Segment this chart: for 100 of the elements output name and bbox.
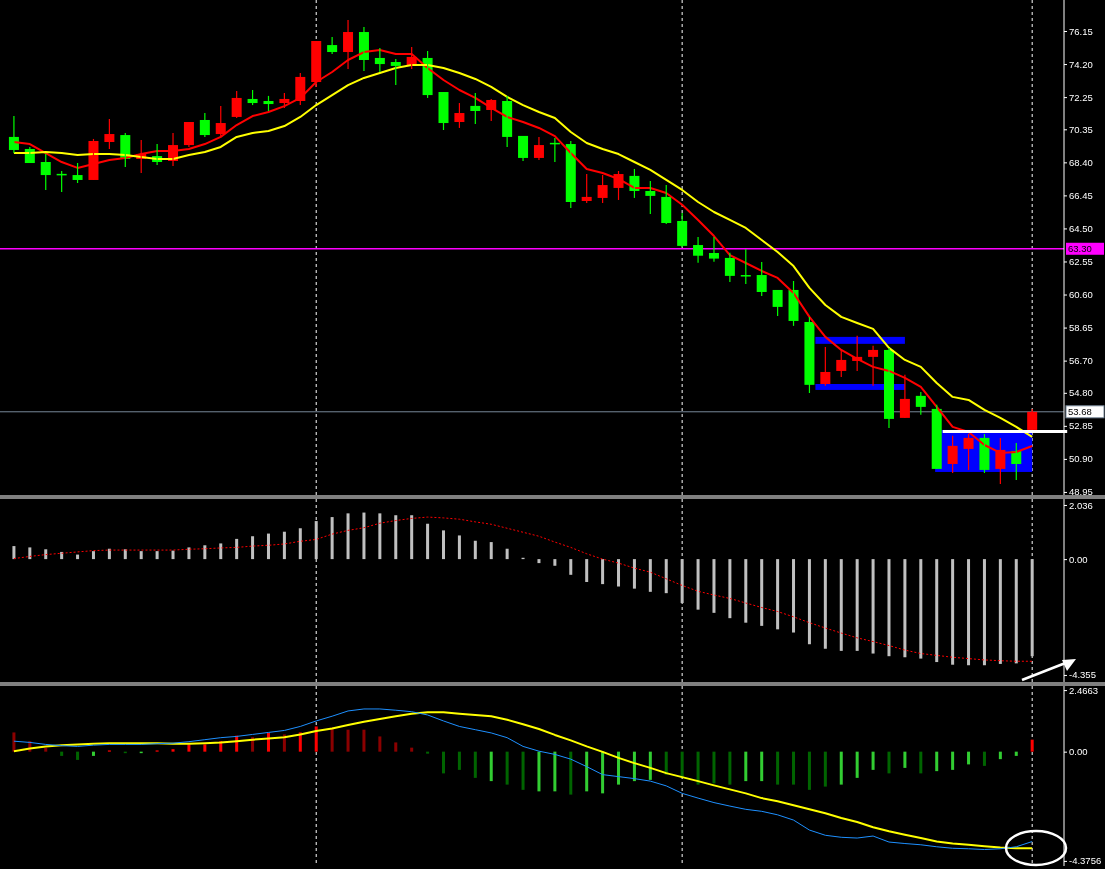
- y-tick-label: 52.85: [1069, 420, 1093, 432]
- bar: [680, 559, 684, 603]
- bar: [982, 559, 986, 666]
- candlestick: [40, 153, 51, 191]
- candlestick: [677, 212, 688, 248]
- bar: [219, 543, 223, 560]
- y-tick-label: 72.25: [1069, 91, 1093, 103]
- bar: [473, 540, 477, 560]
- bar: [60, 751, 64, 756]
- bar: [426, 523, 430, 560]
- bar: [91, 551, 95, 560]
- bar: [346, 513, 350, 560]
- bar: [235, 538, 239, 560]
- y-tick-label: 74.20: [1069, 58, 1093, 70]
- y-tick-label: 64.50: [1069, 222, 1093, 234]
- bar: [951, 559, 955, 665]
- y-tick-label: 62.55: [1069, 256, 1093, 268]
- y-tick-label: -4.3756: [1069, 855, 1102, 867]
- candlestick: [104, 118, 115, 150]
- bar: [330, 517, 334, 560]
- bar: [505, 548, 509, 560]
- candlestick: [1027, 408, 1038, 431]
- candlestick: [231, 90, 242, 119]
- bar: [346, 729, 350, 752]
- candlestick: [454, 102, 465, 129]
- bar: [91, 751, 95, 756]
- bar: [505, 751, 509, 785]
- bar: [744, 559, 748, 623]
- candlestick: [804, 316, 815, 394]
- bar: [648, 559, 652, 592]
- bar: [44, 747, 48, 752]
- bar: [1030, 559, 1034, 657]
- y-tick-label: 2.036: [1069, 499, 1093, 511]
- bar: [442, 751, 445, 774]
- bar: [378, 513, 382, 560]
- bar: [823, 559, 827, 649]
- bar: [871, 751, 875, 770]
- bar: [362, 512, 366, 560]
- bar: [903, 751, 907, 768]
- y-tick-label: 66.45: [1069, 189, 1093, 201]
- candlestick: [390, 58, 401, 86]
- bar: [1014, 559, 1018, 664]
- bar: [251, 536, 255, 560]
- candlestick: [836, 348, 847, 378]
- y-tick-label: 56.70: [1069, 355, 1093, 367]
- candlestick: [915, 391, 926, 416]
- bar: [330, 727, 334, 752]
- bar: [998, 751, 1002, 760]
- bar: [664, 751, 668, 775]
- bar: [951, 751, 955, 770]
- bar: [44, 549, 48, 560]
- bar: [887, 559, 891, 657]
- bar: [617, 559, 621, 587]
- bar: [967, 751, 971, 765]
- bar: [728, 751, 732, 785]
- bar: [12, 732, 16, 752]
- ref-line-label: 53.68: [1068, 406, 1092, 418]
- bar: [298, 528, 302, 560]
- bar: [935, 751, 939, 772]
- line-series: [13, 516, 1033, 662]
- candlestick: [772, 289, 783, 317]
- bar: [903, 559, 907, 658]
- bar: [585, 751, 589, 792]
- candlestick: [72, 162, 83, 184]
- bar: [823, 751, 827, 787]
- candlestick: [740, 248, 751, 285]
- bar: [378, 736, 382, 752]
- bar: [1014, 751, 1018, 756]
- candlestick: [645, 180, 656, 215]
- bar: [601, 751, 605, 794]
- bar: [155, 551, 159, 560]
- y-tick-label: 0.00: [1069, 553, 1088, 565]
- candlestick: [438, 91, 449, 131]
- bar: [410, 515, 414, 560]
- bar: [473, 751, 477, 778]
- y-tick-label: 48.95: [1069, 486, 1093, 498]
- y-tick-label: 50.90: [1069, 453, 1093, 465]
- candlestick: [756, 261, 767, 297]
- bar: [171, 749, 175, 752]
- bar: [648, 751, 652, 780]
- bar: [521, 751, 525, 790]
- bar: [982, 751, 986, 766]
- ref-line-label: 63.30: [1068, 243, 1092, 255]
- bar: [203, 545, 207, 560]
- bar: [585, 559, 589, 582]
- bar: [187, 547, 191, 560]
- bar: [839, 559, 843, 651]
- bar: [394, 742, 398, 752]
- bar: [282, 531, 286, 560]
- bar: [807, 559, 811, 645]
- bar: [696, 559, 700, 610]
- bar: [696, 751, 700, 785]
- bar: [712, 751, 716, 784]
- bar: [76, 751, 80, 760]
- bar: [394, 515, 398, 560]
- bar: [887, 751, 891, 774]
- bar: [871, 559, 875, 654]
- bar: [601, 559, 605, 585]
- bar: [569, 751, 573, 795]
- bar: [807, 751, 811, 790]
